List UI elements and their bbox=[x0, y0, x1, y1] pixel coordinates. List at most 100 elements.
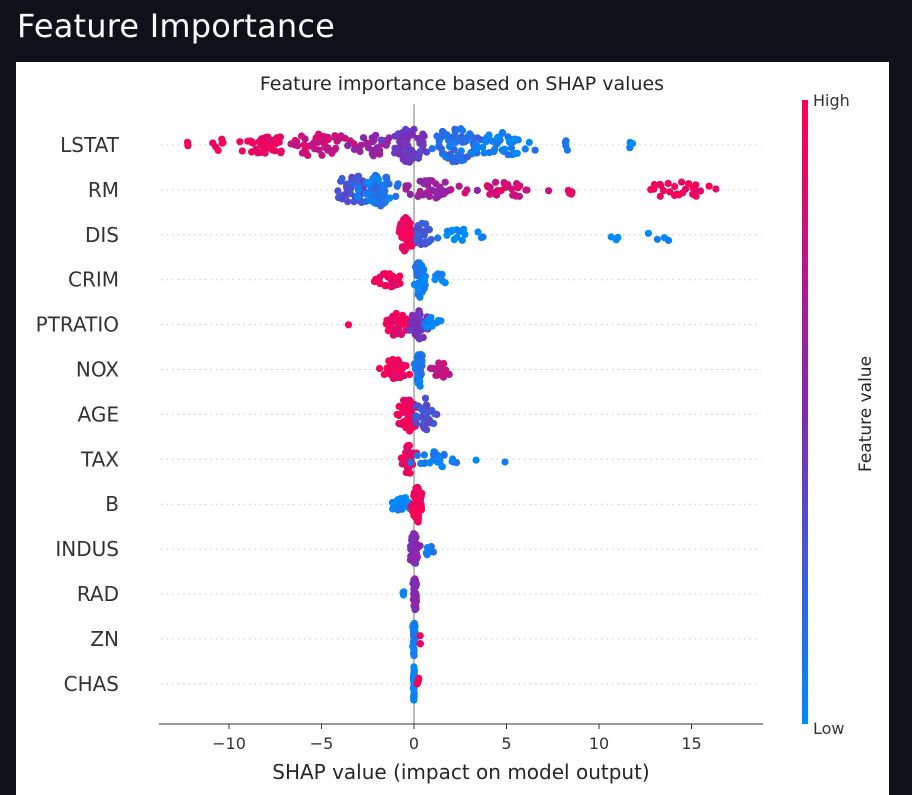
beeswarm-zn bbox=[409, 619, 424, 660]
shap-point bbox=[385, 357, 393, 365]
shap-point bbox=[659, 187, 668, 195]
shap-point bbox=[386, 270, 394, 278]
shap-points bbox=[183, 125, 720, 704]
beeswarm-tax bbox=[397, 441, 509, 477]
shap-point bbox=[564, 186, 572, 194]
shap-point bbox=[219, 139, 227, 147]
shap-point bbox=[440, 451, 448, 459]
shap-point bbox=[238, 147, 246, 155]
shap-point bbox=[562, 137, 570, 145]
shap-point bbox=[402, 214, 410, 222]
shap-point bbox=[664, 179, 672, 187]
shap-point bbox=[441, 178, 449, 186]
shap-point bbox=[267, 136, 275, 144]
shap-point bbox=[408, 555, 416, 563]
shap-point bbox=[692, 181, 700, 189]
shap-point bbox=[413, 261, 421, 269]
shap-point bbox=[705, 182, 713, 190]
shap-point bbox=[410, 150, 418, 158]
shap-point bbox=[377, 136, 385, 144]
shap-point bbox=[472, 456, 480, 464]
shap-point bbox=[389, 505, 397, 513]
shap-point bbox=[507, 144, 516, 152]
shap-point bbox=[390, 277, 398, 285]
shap-point bbox=[678, 178, 686, 186]
feature-label-age: AGE bbox=[78, 402, 119, 426]
shap-point bbox=[410, 631, 418, 640]
shap-point bbox=[402, 185, 410, 193]
shap-point bbox=[432, 180, 440, 188]
shap-point bbox=[425, 418, 433, 426]
shap-point bbox=[415, 335, 423, 343]
feature-label-rad: RAD bbox=[77, 582, 119, 606]
shap-point bbox=[434, 234, 442, 242]
shap-point bbox=[310, 139, 318, 147]
shap-point bbox=[404, 446, 412, 454]
shap-point bbox=[443, 131, 451, 139]
shap-point bbox=[656, 192, 664, 200]
shap-point bbox=[411, 589, 419, 597]
shap-point bbox=[452, 157, 460, 166]
shap-point bbox=[644, 229, 653, 237]
beeswarm-lstat bbox=[183, 125, 637, 166]
shap-point bbox=[356, 147, 364, 156]
shap-point bbox=[449, 455, 457, 463]
shap-point bbox=[399, 454, 407, 462]
shap-point bbox=[410, 646, 418, 654]
shap-point bbox=[331, 132, 339, 140]
shap-point bbox=[474, 228, 482, 236]
shap-point bbox=[607, 233, 615, 241]
shap-point bbox=[373, 193, 381, 201]
shap-point bbox=[414, 134, 422, 142]
colorbar-high-label: High bbox=[813, 91, 850, 110]
shap-point bbox=[399, 155, 407, 164]
shap-point bbox=[509, 191, 517, 199]
shap-point bbox=[409, 621, 417, 629]
colorbar bbox=[802, 100, 808, 724]
shap-point bbox=[422, 220, 430, 228]
shap-point bbox=[394, 505, 403, 514]
shap-point bbox=[410, 125, 418, 133]
shap-point bbox=[459, 228, 467, 236]
feature-label-tax: TAX bbox=[80, 447, 119, 471]
shap-point bbox=[406, 190, 414, 198]
shap-point bbox=[414, 677, 422, 685]
shap-point bbox=[486, 184, 494, 192]
shap-point bbox=[410, 639, 418, 647]
colorbar-low-label: Low bbox=[813, 719, 845, 738]
shap-point bbox=[401, 417, 409, 425]
shap-point bbox=[504, 181, 512, 189]
shap-point bbox=[412, 509, 420, 517]
shap-point bbox=[425, 315, 433, 323]
page-title: Feature Importance bbox=[17, 7, 336, 45]
shap-point bbox=[461, 189, 469, 197]
shap-point bbox=[414, 515, 422, 524]
shap-point bbox=[545, 187, 553, 195]
beeswarm-indus bbox=[406, 530, 437, 567]
beeswarm-chas bbox=[409, 663, 423, 704]
shap-point bbox=[277, 147, 285, 155]
shap-point bbox=[376, 150, 384, 158]
shap-point bbox=[423, 544, 431, 552]
shap-point bbox=[458, 236, 466, 244]
shap-point bbox=[324, 146, 332, 154]
shap-point bbox=[413, 451, 421, 459]
shap-point bbox=[407, 458, 415, 466]
shap-point bbox=[236, 138, 244, 146]
shap-point bbox=[531, 146, 539, 154]
shap-point bbox=[357, 141, 365, 149]
shap-point bbox=[563, 146, 572, 154]
row-guides bbox=[161, 144, 761, 685]
shap-point bbox=[365, 181, 373, 189]
shap-point bbox=[397, 369, 405, 377]
shap-point bbox=[416, 310, 424, 319]
shap-point bbox=[498, 129, 507, 137]
shap-point bbox=[333, 137, 341, 145]
shap-point bbox=[479, 233, 487, 241]
shap-point bbox=[473, 186, 481, 194]
shap-point bbox=[344, 198, 352, 206]
feature-label-chas: CHAS bbox=[64, 672, 119, 696]
shap-point bbox=[479, 143, 487, 151]
shap-point bbox=[420, 451, 428, 459]
feature-label-indus: INDUS bbox=[55, 537, 119, 561]
